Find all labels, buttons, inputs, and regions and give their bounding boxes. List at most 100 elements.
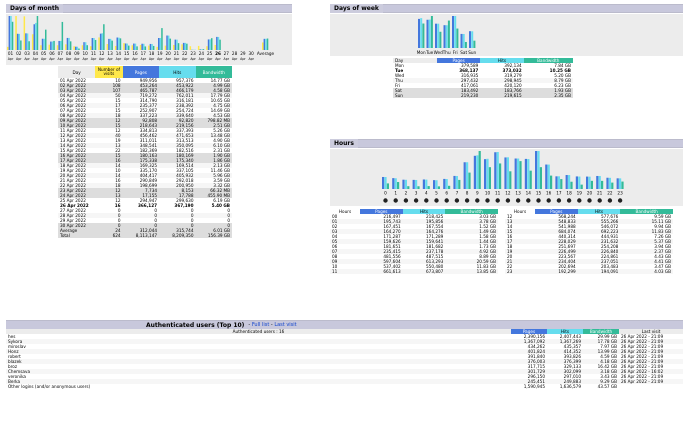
- bandwidth-bar: [78, 48, 80, 50]
- day-row: 13 Apr 2022 19 311,011 313,513 4.90 GB: [58, 138, 232, 143]
- hour-tick-label: 14: [526, 191, 532, 196]
- hour-row: 13 548,833 555,266 15.11 GB: [505, 219, 673, 224]
- dow-day-cell: Sun: [393, 93, 437, 98]
- month-tick-label: Apr: [99, 57, 105, 61]
- hour-row: 10 537,402 550,480 11.83 GB: [330, 264, 498, 269]
- pages-bar-average: [263, 38, 266, 50]
- hour-pages-cell: 223,567: [558, 254, 576, 259]
- days-of-month-title: Days of month: [6, 4, 64, 13]
- visits-bar: [164, 45, 167, 50]
- hits-cell: 405,932: [159, 173, 196, 178]
- hour-cell: 22: [507, 264, 513, 269]
- hits-bar: [109, 38, 112, 50]
- days-of-week-header: Days of week: [330, 4, 683, 13]
- hour-bandwidth-cell: 11.83 GB: [476, 264, 496, 269]
- last-visit-link[interactable]: Last visit: [274, 322, 297, 328]
- hour-hits-bar: [537, 151, 540, 189]
- visits-cell: 0: [117, 208, 121, 213]
- hour-pages-cell: 597,604: [360, 259, 403, 264]
- auth-hits-cell: 249,883: [547, 379, 583, 384]
- pages-cell: 182,369: [139, 148, 158, 153]
- hits-cell: 180,169: [159, 153, 196, 158]
- dow-day-cell: Fri: [395, 83, 400, 88]
- day-cell: 30 Apr 2022: [58, 223, 96, 228]
- hour-pages-cell: 661,613: [360, 269, 403, 274]
- bandwidth-cell: 4.58 GB: [195, 88, 232, 93]
- hour-cell: 15: [505, 229, 535, 234]
- auth-user-cell: Chemsava: [6, 369, 511, 374]
- dow-hits-bar: [428, 19, 431, 48]
- day-tick-label: 17: [141, 51, 147, 56]
- hour-pages-bar: [463, 162, 466, 189]
- bandwidth-cell: 10.65 GB: [210, 98, 230, 103]
- full-list-link[interactable]: Full list: [251, 322, 270, 328]
- hour-hits-bar: [547, 164, 550, 189]
- bandwidth-bar: [219, 39, 221, 50]
- hour-row: 00 216,497 218,425 3.03 GB: [330, 214, 498, 219]
- hour-hits-bar: [435, 180, 438, 189]
- pages-cell: 218,643: [122, 123, 160, 128]
- hour-hits-cell: 673,807: [402, 269, 446, 274]
- hour-bandwidth-bar: [397, 182, 400, 189]
- clock-icon: [566, 198, 572, 203]
- auth-bandwidth-cell: 7.97 GB: [600, 344, 617, 349]
- hour-cell: 01: [330, 219, 360, 224]
- day-cell: 25 Apr 2022: [60, 198, 86, 203]
- hour-pages-bar: [555, 176, 558, 189]
- clock-icon: [424, 198, 429, 203]
- auth-user-row: Berka 245,451 249,883 9.29 GB 26 Apr 2022 - …: [6, 379, 683, 384]
- auth-pages-cell: 1,590,945: [523, 384, 545, 389]
- day-tick-label: 16: [132, 51, 138, 56]
- pages-bar: [199, 49, 201, 50]
- bandwidth-cell: 17.79 GB: [195, 93, 232, 98]
- hour-pages-cell: 228,029: [535, 239, 578, 244]
- pages-bar: [133, 43, 135, 50]
- hour-row: 21 234,404 237,051 4.41 GB: [505, 259, 673, 264]
- bandwidth-bar: [152, 45, 155, 50]
- month-tick-label: Apr: [215, 57, 221, 61]
- hour-tick-label: 2: [405, 191, 408, 196]
- hour-bandwidth-cell: 5.37 GB: [620, 239, 673, 244]
- hour-hits-bar: [404, 179, 407, 189]
- day-tick-label: 20: [166, 51, 172, 56]
- hits-cell: 313,513: [176, 138, 194, 143]
- dow-row: Wed 316,935 319,279 5.20 GB: [393, 73, 573, 78]
- hour-cell: 13: [505, 219, 535, 224]
- col-hours-right: Hours: [513, 209, 527, 214]
- pages-cell: 0: [122, 213, 160, 218]
- month-tick-label: Apr: [248, 57, 254, 61]
- hour-pages-bar: [524, 158, 527, 189]
- pages-cell: 334,813: [139, 128, 158, 133]
- bandwidth-cell: 5.96 GB: [195, 173, 232, 178]
- hour-hits-cell: 171,289: [426, 234, 444, 239]
- hour-cell: 19: [505, 249, 535, 254]
- hour-hits-cell: 613,293: [402, 259, 446, 264]
- auth-users-table: Authenticated users : 16 Pages Hits Band…: [6, 329, 683, 389]
- hits-bar-average: [265, 38, 267, 50]
- col-hours-bandwidth-left: Bandwidth: [445, 209, 498, 214]
- auth-user-cell: miroslav: [8, 344, 26, 349]
- hour-tick-label: 0: [384, 191, 387, 196]
- hour-cell: 23: [505, 269, 535, 274]
- month-tick-label: Apr: [232, 57, 238, 61]
- visits-cell: 22: [115, 148, 121, 153]
- day-tick-label: 28: [232, 51, 238, 56]
- col-dow-day: Day: [393, 58, 437, 63]
- hour-bandwidth-bar: [488, 167, 491, 189]
- hits-bar: [51, 41, 54, 50]
- visits-cell: 18: [95, 113, 123, 118]
- dow-pages-cell: 183,492: [437, 88, 481, 93]
- pages-cell: 465,787: [122, 88, 160, 93]
- clock-icon: [515, 198, 521, 203]
- hour-pages-bar: [504, 157, 507, 189]
- hour-hits-bar: [527, 159, 530, 189]
- hour-hits-bar: [496, 152, 499, 189]
- pages-bar: [83, 42, 85, 50]
- hits-cell: 350,095: [159, 143, 196, 148]
- hour-hits-bar: [394, 178, 397, 189]
- auth-hits-cell: 2,407,443: [559, 334, 581, 339]
- hour-cell: 17: [505, 239, 535, 244]
- day-row: 29 Apr 2022 0 0 0 0: [58, 218, 232, 223]
- bandwidth-bar: [86, 45, 88, 50]
- clock-icon: [597, 198, 602, 203]
